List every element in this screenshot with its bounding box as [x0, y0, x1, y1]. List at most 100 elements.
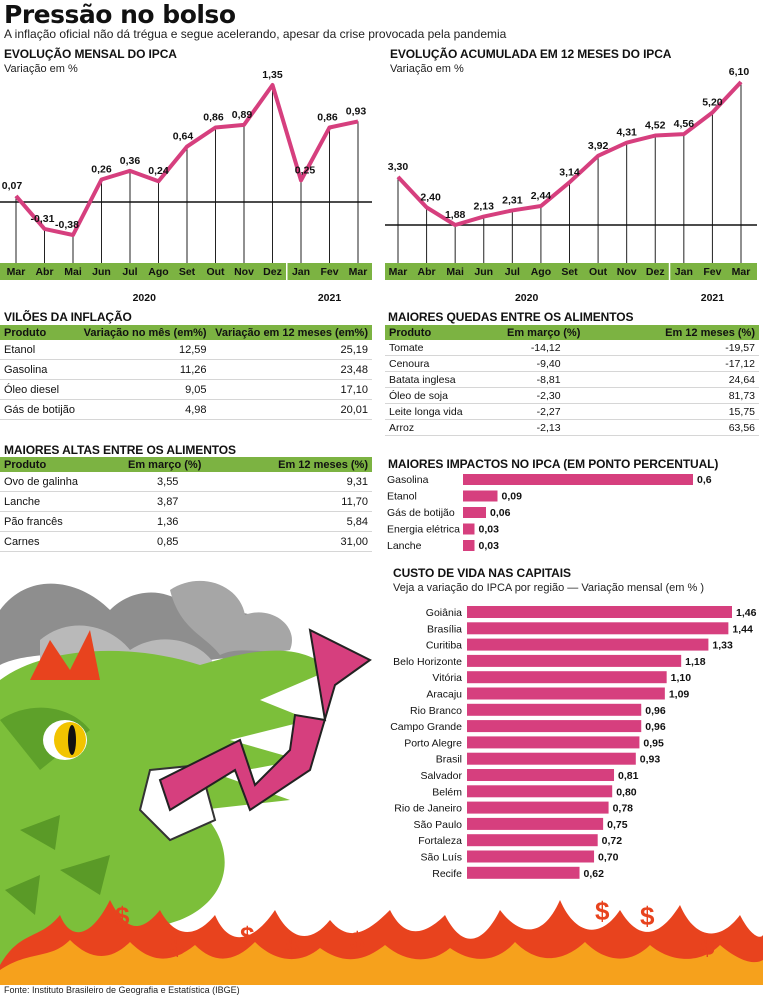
quedas-col-produto: Produto [385, 325, 503, 340]
monthly-ipca-title: EVOLUÇÃO MENSAL DO IPCA [4, 47, 177, 61]
altas-title: MAIORES ALTAS ENTRE OS ALIMENTOS [4, 443, 236, 457]
category-label: Salvador [421, 770, 463, 782]
data-label: 0,62 [584, 868, 605, 880]
table-row: Leite longa vida -2,27 15,75 [385, 403, 759, 420]
table-row: Gás de botijão 4,98 20,01 [0, 399, 372, 420]
data-label: 0,07 [2, 180, 23, 192]
dollar-sign-icon: $ [240, 921, 255, 951]
table-cell: Tomate [385, 340, 503, 356]
table-row: Batata inglesa -8,81 24,64 [385, 371, 759, 388]
custo-subtitle: Veja a variação do IPCA por região — Var… [393, 582, 705, 594]
data-label: 2,44 [531, 190, 552, 202]
monthly-ipca-chart: 0,07 -0,31-0,38 0,26 0,36 0,24 0,64 0,86 0,89 1,… [0, 69, 372, 304]
impactos-chart: Gasolina 0,6 Etanol 0,09 Gás de botijão 0,06 E… [387, 474, 712, 552]
category-label: Fortaleza [418, 835, 462, 847]
category-label: Curitiba [426, 640, 462, 652]
tick-label: Jul [122, 266, 137, 278]
dollar-sign-icon: $ [285, 931, 300, 961]
table-cell: Etanol [0, 340, 80, 360]
category-label: Vitória [432, 672, 462, 684]
data-label: 0,96 [645, 705, 666, 717]
data-label: 0,86 [203, 111, 224, 123]
viloes-col-12m: Variação em 12 meses (em%) [210, 325, 372, 340]
data-label: 0,81 [618, 770, 639, 782]
table-cell: 3,55 [128, 472, 249, 492]
altas-col-12m: Em 12 meses (%) [248, 457, 372, 472]
dollar-sign-icon: $ [595, 896, 610, 926]
table-cell: 63,56 [640, 419, 759, 436]
category-label: São Paulo [414, 819, 463, 831]
table-cell: Gás de botijão [0, 399, 80, 420]
table-cell: 0,85 [128, 531, 249, 552]
bar [467, 606, 732, 618]
tick-label: Jun [92, 266, 111, 278]
table-cell: Cenoura [385, 355, 503, 372]
dollar-signs-shape: $ $ $ $ $ $ $ $ [115, 896, 715, 961]
table-cell: 5,84 [248, 511, 372, 532]
accumulated-ipca-chart: 3,30 2,40 1,88 2,13 2,31 2,44 3,14 3,92 4,31 4,52… [385, 66, 757, 304]
dollar-sign-icon: $ [350, 926, 365, 956]
year-label: 2020 [133, 292, 157, 304]
table-cell: -2,13 [503, 419, 641, 436]
data-label: 2,13 [474, 201, 495, 213]
series-line [14, 83, 359, 237]
data-label: -0,38 [55, 219, 79, 231]
tick-label: Jan [675, 266, 693, 278]
data-label: 0,89 [232, 109, 253, 121]
viloes-table: Produto Variação no mês (em%) Variação e… [0, 325, 372, 420]
tick-label: Dez [646, 266, 665, 278]
monthly-ipca-ylabel: Variação em % [4, 63, 78, 75]
bar [467, 622, 729, 635]
table-row: Pão francês 1,36 5,84 [0, 511, 372, 532]
table-cell: 1,36 [128, 511, 249, 532]
data-label: 4,31 [616, 127, 637, 139]
accumulated-ipca-ylabel: Variação em % [390, 63, 464, 75]
data-label: 0,95 [643, 737, 664, 749]
table-row: Carnes 0,85 31,00 [0, 531, 372, 552]
tick-label: Mar [7, 266, 26, 278]
altas-col-produto: Produto [0, 457, 128, 472]
data-label: 2,31 [502, 194, 523, 206]
category-label: Brasil [436, 754, 462, 766]
tick-label: Dez [263, 266, 282, 278]
page-subtitle: A inflação oficial não dá trégua e segue… [4, 27, 507, 41]
bar [467, 736, 640, 749]
dollar-sign-icon: $ [700, 931, 715, 961]
dragon-illustration: $ $ $ $ $ $ $ $ [0, 580, 763, 985]
data-label: 6,10 [729, 66, 750, 78]
data-label: 0,03 [479, 524, 500, 536]
bar [463, 540, 475, 551]
table-cell: 3,87 [128, 491, 249, 512]
bar [467, 752, 636, 765]
tick-label: Ago [148, 266, 168, 278]
tick-label: Abr [35, 266, 53, 278]
data-label: 0,06 [490, 507, 511, 519]
category-label: Lanche [387, 540, 422, 552]
category-label: Recife [432, 868, 462, 880]
bar [467, 866, 580, 879]
table-cell: 12,59 [79, 340, 211, 360]
data-label: 0,6 [697, 474, 712, 486]
page-title: Pressão no bolso [4, 0, 236, 29]
year-label: 2021 [701, 292, 725, 304]
viloes-col-produto: Produto [0, 325, 80, 340]
data-label: 0,36 [120, 155, 141, 167]
quedas-table: Produto Em março (%) Em 12 meses (%) Tom… [385, 325, 759, 436]
quedas-title: MAIORES QUEDAS ENTRE OS ALIMENTOS [388, 310, 634, 324]
table-cell: 81,73 [640, 387, 759, 404]
data-label: 0,09 [502, 491, 523, 503]
tick-label: Jan [292, 266, 310, 278]
table-cell: 11,70 [248, 491, 372, 512]
table-row: Ovo de galinha 3,55 9,31 [0, 472, 372, 492]
data-label: 0,64 [173, 131, 194, 143]
data-label: 4,56 [674, 118, 695, 130]
accumulated-ipca-title: EVOLUÇÃO ACUMULADA EM 12 MESES DO IPCA [390, 47, 672, 61]
tick-label: Mai [64, 266, 82, 278]
table-cell: 17,10 [210, 379, 372, 400]
bar [463, 490, 498, 502]
category-label: Brasília [427, 623, 462, 635]
table-cell: Carnes [0, 531, 128, 552]
table-cell: -9,40 [503, 355, 641, 372]
altas-col-marco: Em março (%) [128, 457, 249, 472]
series-line [396, 80, 743, 227]
